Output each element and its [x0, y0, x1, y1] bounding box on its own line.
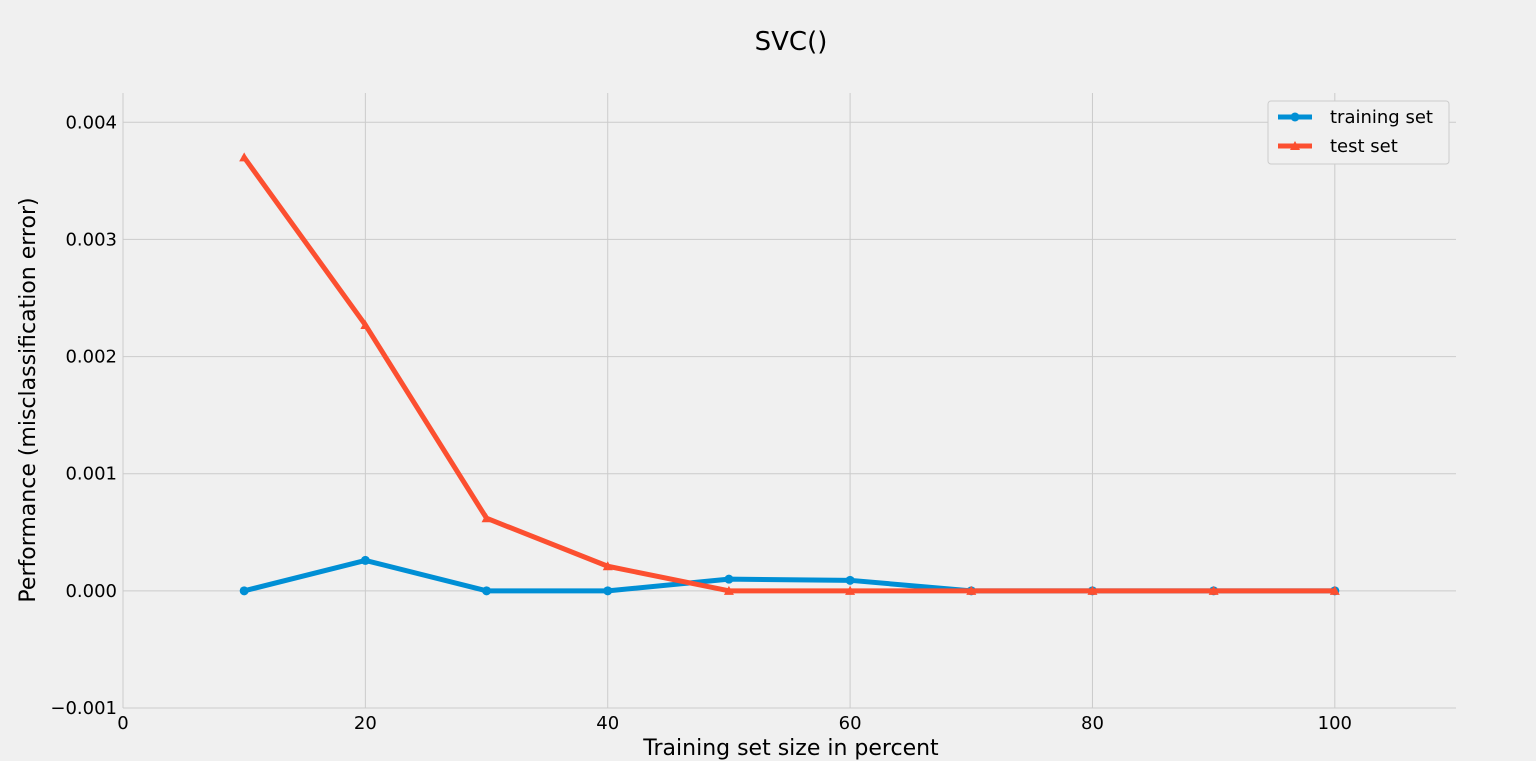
data-point — [239, 586, 249, 596]
y-tick-label: 0.002 — [65, 347, 117, 368]
y-axis-ticks: −0.001 0.000 0.001 0.002 0.003 0.004 — [50, 112, 117, 719]
series-layer — [239, 152, 1340, 596]
grid — [122, 93, 1456, 709]
x-tick-label: 80 — [1081, 713, 1104, 734]
y-tick-label: 0.000 — [65, 581, 117, 602]
data-point — [1329, 585, 1340, 595]
y-axis-label: Performance (misclassification error) — [16, 197, 41, 602]
data-point — [482, 586, 492, 596]
y-tick-label: 0.001 — [65, 464, 117, 485]
series-test-set — [239, 152, 1340, 595]
legend-item: training set — [1278, 107, 1433, 128]
data-point — [966, 585, 977, 595]
data-point — [845, 585, 856, 595]
legend-item: test set — [1278, 136, 1398, 157]
data-point — [603, 586, 613, 596]
y-tick-label: 0.004 — [65, 112, 117, 133]
data-point — [845, 575, 855, 585]
data-point — [239, 152, 250, 162]
x-tick-label: 20 — [354, 713, 377, 734]
x-axis-ticks: 0 20 40 60 80 100 — [117, 713, 1352, 734]
data-point — [602, 561, 613, 571]
legend-label: test set — [1330, 136, 1398, 157]
x-axis-label: Training set size in percent — [642, 736, 939, 761]
data-point — [723, 585, 734, 595]
x-tick-label: 100 — [1318, 713, 1352, 734]
legend-label: training set — [1330, 107, 1433, 128]
data-point — [1087, 585, 1098, 595]
y-tick-label: 0.003 — [65, 229, 117, 250]
data-point — [360, 555, 370, 565]
series-line — [241, 154, 1338, 594]
chart-title: SVC() — [755, 27, 828, 57]
y-tick-label: −0.001 — [50, 698, 117, 719]
legend-marker — [1290, 112, 1300, 122]
legend-marker — [1290, 141, 1300, 150]
data-point — [360, 319, 371, 329]
x-tick-label: 40 — [596, 713, 619, 734]
x-tick-label: 60 — [839, 713, 862, 734]
data-point — [481, 513, 492, 523]
series-line — [241, 557, 1338, 594]
x-tick-label: 0 — [117, 713, 128, 734]
legend-box — [1267, 100, 1450, 165]
data-point — [1208, 585, 1219, 595]
data-point — [724, 574, 734, 584]
legend: training set test set — [1267, 100, 1450, 165]
